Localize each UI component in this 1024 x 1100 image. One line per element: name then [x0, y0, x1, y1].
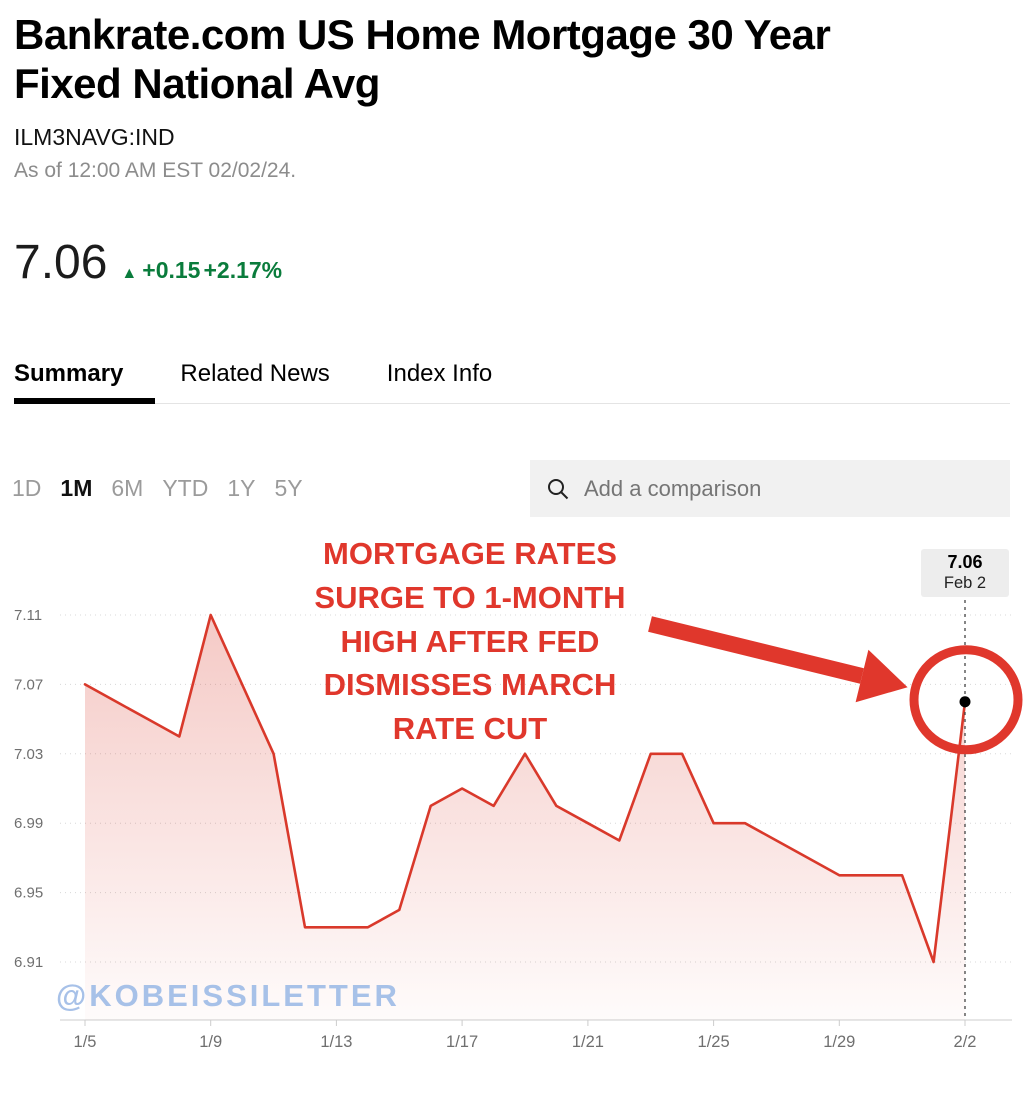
header: Bankrate.com US Home Mortgage 30 Year Fi…	[0, 0, 1024, 290]
svg-text:6.95: 6.95	[14, 885, 43, 902]
range-1y[interactable]: 1Y	[227, 475, 256, 502]
annotation-circle	[909, 645, 1023, 755]
svg-text:1/21: 1/21	[572, 1033, 604, 1051]
y-axis-labels: 7.11 7.07 7.03 6.99 6.95 6.91	[14, 607, 43, 971]
price-chart: 7.117.077.036.996.956.911/5 1/9 1/13 1/17 1/…	[14, 600, 1023, 1051]
svg-text:2/2: 2/2	[954, 1033, 977, 1051]
active-tab-underline	[14, 398, 156, 405]
up-triangle-icon: ▲	[121, 265, 138, 283]
svg-text:1/25: 1/25	[698, 1033, 730, 1051]
annotation-line: RATE CUT	[392, 711, 548, 747]
svg-text:6.99: 6.99	[14, 815, 43, 832]
svg-text:6.91: 6.91	[14, 954, 43, 971]
last-point-date: Feb 2	[943, 574, 987, 593]
tab-index-info[interactable]: Index Info	[386, 360, 493, 388]
price-row: 7.06 ▲ +0.15 +2.17%	[14, 235, 1010, 290]
search-icon	[548, 478, 569, 499]
price-change: ▲ +0.15 +2.17%	[121, 257, 282, 284]
last-price: 7.06	[14, 236, 108, 290]
svg-text:7.07: 7.07	[14, 677, 43, 694]
range-ytd[interactable]: YTD	[162, 475, 209, 502]
svg-text:1/5: 1/5	[74, 1033, 97, 1051]
chart-toolbar: 1D 1M 6M YTD 1Y 5Y	[0, 460, 1024, 518]
change-percent: +2.17%	[203, 257, 283, 284]
tab-label: Summary	[14, 360, 124, 388]
svg-text:1/17: 1/17	[446, 1033, 478, 1051]
svg-text:1/9: 1/9	[199, 1033, 222, 1051]
annotation-arrow	[648, 616, 908, 703]
annotation-text: MORTGAGE RATES SURGE TO 1-MONTH HIGH AFTER…	[240, 532, 700, 751]
chart-section: 7.11 7.07 7.03 6.99 6.95 6.91 1/5 1/9 1/13 1/17 1/…	[0, 536, 1024, 1058]
range-1d[interactable]: 1D	[12, 475, 42, 502]
svg-text:1/29: 1/29	[823, 1033, 855, 1051]
range-5y[interactable]: 5Y	[274, 475, 303, 502]
change-absolute: +0.15	[142, 257, 201, 284]
range-selector: 1D 1M 6M YTD 1Y 5Y	[12, 475, 303, 502]
annotation-line: HIGH AFTER FED	[340, 623, 600, 659]
svg-text:7.11: 7.11	[14, 607, 42, 624]
annotation-line: DISMISSES MARCH	[323, 667, 617, 703]
tab-summary[interactable]: Summary	[14, 360, 156, 405]
x-axis-labels: 1/5 1/9 1/13 1/17 1/21 1/25 1/29 2/2	[74, 1020, 977, 1051]
ticker-symbol: ILM3NAVG:IND	[14, 124, 175, 151]
page-title: Bankrate.com US Home Mortgage 30 Year Fi…	[14, 11, 831, 108]
range-6m[interactable]: 6M	[111, 475, 144, 502]
price-line	[83, 613, 967, 964]
tab-bar: Summary Related News Index Info	[14, 360, 1010, 405]
last-point-value: 7.06	[947, 552, 983, 573]
last-point-dot	[959, 696, 971, 708]
as-of-timestamp: As of 12:00 AM EST 02/02/24.	[14, 159, 297, 183]
annotation-line: SURGE TO 1-MONTH	[314, 579, 626, 615]
svg-text:1/13: 1/13	[320, 1033, 352, 1051]
tab-related-news[interactable]: Related News	[180, 360, 330, 388]
comparison-search[interactable]	[530, 460, 1010, 518]
area-fill	[85, 615, 965, 1021]
annotation-line: MORTGAGE RATES	[323, 536, 617, 572]
comparison-input[interactable]	[582, 474, 994, 503]
watermark: @KOBEISSILETTER	[56, 978, 400, 1014]
last-point-label: 7.06 Feb 2	[921, 549, 1009, 598]
svg-text:7.03: 7.03	[14, 746, 43, 763]
range-1m[interactable]: 1M	[60, 475, 93, 502]
